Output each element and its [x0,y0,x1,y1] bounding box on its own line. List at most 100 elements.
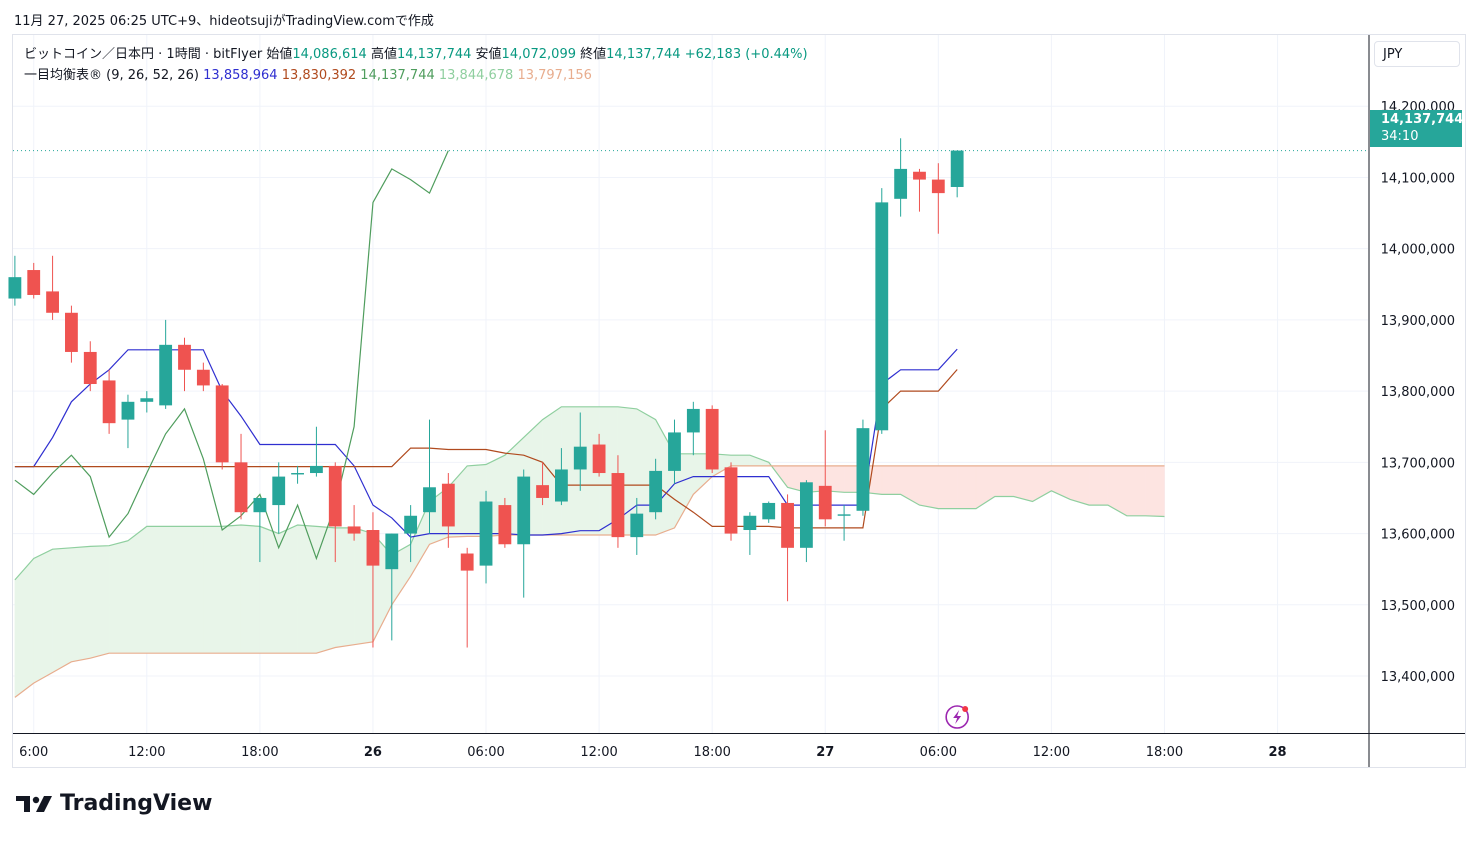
cloud-segment [52,547,72,673]
candle-body [253,497,267,513]
cloud-segment [33,548,53,684]
candle-body [837,514,851,516]
candle-body [328,465,342,527]
cloud-segment [938,465,958,509]
time-tick-label: 12:00 [1033,745,1070,760]
candle-body [196,369,210,386]
candle-body [479,501,493,566]
cloud-segment [14,557,34,698]
cloud-segment [956,465,977,509]
cloud-segment [1107,465,1128,517]
cloud-segment [108,540,129,654]
candle-body [366,530,380,566]
legend-low-label: 安値 [475,47,502,62]
candlestick-series [8,138,964,648]
legend-open-value: 14,086,614 [292,47,367,62]
legend-close-label: 終値 [580,47,607,62]
legend-low-value: 14,072,099 [501,47,576,62]
legend-interval: 1時間 [166,47,201,62]
cloud-segment [881,465,901,495]
legend-indicator-name[interactable]: 一目均衡表® [24,68,103,83]
time-tick-label: 06:00 [920,745,957,760]
legend-exchange: bitFlyer [213,47,263,62]
price-tick-label: 13,700,000 [1381,456,1455,471]
tradingview-logo-icon [16,795,52,812]
time-tick-label: 12:00 [128,745,165,760]
cloud-segment [919,465,939,509]
candle-body [611,473,625,538]
candle-body [347,526,361,534]
lightning-event-icon [945,705,969,729]
candle-body [799,482,813,548]
candle-body [140,398,154,402]
legend-senkou-b-value: 13,797,156 [517,68,592,83]
time-tick-label: 28 [1268,745,1286,760]
legend-high-label: 高値 [370,47,397,62]
time-tick-label: 27 [816,745,834,760]
price-tick-label: 14,000,000 [1381,243,1455,258]
candle-body [875,202,889,431]
candle-body [385,533,399,570]
last-price-value: 14,137,744 [1381,112,1464,127]
cloud-segment [184,526,204,654]
legend-symbol[interactable]: ビットコイン／日本円 [24,47,155,62]
price-tick-label: 14,100,000 [1381,171,1455,186]
tradingview-brand[interactable]: TradingView [16,791,212,816]
senkou-span-a-line [14,406,1165,581]
legend-close-value: 14,137,744 [606,47,681,62]
price-tick-label: 13,900,000 [1381,314,1455,329]
time-tick-label: 06:00 [467,745,504,760]
legend-indicator-params: (9, 26, 52, 26) [106,68,199,83]
candle-body [121,401,135,420]
senkou-span-b-line [14,465,1165,698]
legend-open-label: 始値 [266,47,293,62]
cloud-segment [278,524,298,654]
candle-body [234,462,248,513]
cloud-segment [1013,465,1033,502]
candle-body [291,473,304,475]
cloud-segment [90,545,110,659]
price-tick-label: 13,500,000 [1381,599,1455,614]
candle-body [913,171,926,180]
candle-body [762,502,776,520]
legend-kijun-value: 13,830,392 [281,68,357,83]
candle-body [894,168,908,199]
candle-body [102,380,116,424]
currency-selector[interactable]: JPY [1374,41,1460,67]
cloud-segment [1145,465,1165,517]
time-tick-label: 26 [364,745,382,760]
legend-tenkan-value: 13,858,964 [203,68,278,83]
chart-frame [12,34,1466,768]
candle-body [159,344,173,406]
legend-senkou-a-value: 13,844,678 [438,68,514,83]
cloud-segment [146,526,166,654]
last-price-tag: 14,137,744 34:10 [1370,110,1464,147]
candle-body [724,467,738,534]
candle-body [215,385,229,463]
candle-body [46,291,59,313]
time-tick-label: 6:00 [19,745,48,760]
cloud-segment [1126,465,1146,517]
legend-row-ichimoku: 一目均衡表® (9, 26, 52, 26) 13,858,964 13,830… [24,65,808,86]
chart-caption: 11月 27, 2025 06:25 UTC+9、hideotsujiがTrad… [14,14,434,29]
cloud-segment [1088,465,1109,506]
cloud-segment [203,526,223,654]
candle-body [310,465,323,474]
candle-body [743,515,757,531]
candle-body [65,312,78,352]
cloud-segment [316,526,336,654]
candle-body [573,446,587,470]
time-tick-label: 12:00 [580,745,617,760]
candle-body [630,513,644,538]
legend-change: +62,183 (+0.44%) [684,47,808,62]
price-tick-label: 13,600,000 [1381,528,1455,543]
cloud-segment [165,526,185,654]
candle-body [517,476,531,545]
legend-chikou-value: 14,137,744 [360,68,435,83]
candle-body [498,505,512,545]
candle-body [404,515,418,534]
brand-name: TradingView [60,791,213,816]
candle-body [555,469,568,502]
candle-body [272,476,286,506]
